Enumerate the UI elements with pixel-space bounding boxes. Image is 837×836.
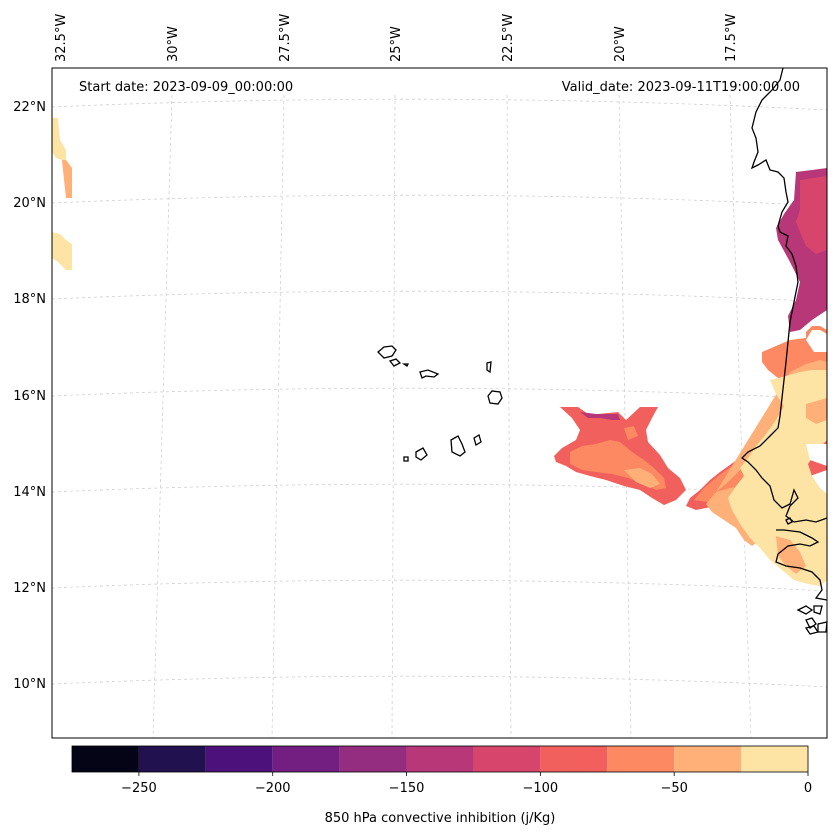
colorbar-swatch <box>272 746 340 772</box>
lat-label-18n: 18°N <box>13 292 46 307</box>
map-area <box>52 68 827 738</box>
island-sao-nicolau <box>419 369 440 379</box>
island-santo-antao <box>377 345 397 359</box>
colorbar-tick-label: 0 <box>804 781 812 796</box>
colorbar-swatch <box>138 746 206 772</box>
coastline-bissagos-2 <box>813 605 823 615</box>
lat-label-16n: 16°N <box>13 389 46 404</box>
coastline-gambia <box>775 529 828 601</box>
island-fogo <box>415 447 428 461</box>
colorbar-swatch <box>406 746 474 772</box>
island-santiago <box>450 435 466 457</box>
colorbar-tick-label: −150 <box>389 781 425 796</box>
cin-central-light <box>624 468 660 488</box>
meridian-30w <box>152 94 173 739</box>
lon-label-25w: 25°W <box>389 26 404 62</box>
gridlines <box>51 94 828 739</box>
longitude-labels: 32.5°W 30°W 27.5°W 25°W 22.5°W 20°W 17.5… <box>54 14 739 62</box>
cin-coastal-light-2 <box>806 398 827 424</box>
colorbar-swatch <box>540 746 608 772</box>
lon-label-30w: 30°W <box>166 26 181 62</box>
parallel-16n <box>51 387 828 400</box>
lat-label-10n: 10°N <box>13 677 46 692</box>
meridian-25w <box>391 94 396 739</box>
start-date-label: Start date: 2023-09-09_00:00:00 <box>79 80 293 95</box>
colorbar-tick-label: −250 <box>121 781 157 796</box>
colorbar-tick-label: −200 <box>255 781 291 796</box>
parallel-22n <box>51 98 828 111</box>
lat-label-20n: 20°N <box>13 196 46 211</box>
lat-label-22n: 22°N <box>13 100 46 115</box>
lat-label-14n: 14°N <box>13 485 46 500</box>
coastline-bissagos-3 <box>805 617 817 629</box>
colorbar-swatch <box>205 746 273 772</box>
lon-label-32-5w: 32.5°W <box>54 14 69 62</box>
parallel-12n <box>51 579 828 592</box>
cin-central-magenta <box>580 412 620 420</box>
coastline-bissagos-6 <box>785 517 793 525</box>
island-santa-luzia <box>401 363 410 367</box>
parallel-20n <box>51 194 828 207</box>
lon-label-22-5w: 22.5°W <box>501 14 516 62</box>
lon-label-20w: 20°W <box>613 26 628 62</box>
coastline-main <box>740 67 828 523</box>
latitude-labels: 22°N 20°N 18°N 16°N 14°N 12°N 10°N <box>13 100 46 692</box>
parallel-14n <box>51 483 828 496</box>
island-maio <box>473 434 482 446</box>
coastline <box>740 67 828 635</box>
colorbar-swatch <box>473 746 541 772</box>
island-brava <box>403 456 409 462</box>
cin-central-small <box>624 426 638 440</box>
cape-verde-islands <box>377 345 503 462</box>
lon-label-27-5w: 27.5°W <box>278 14 293 62</box>
colorbar-border <box>71 745 809 773</box>
cin-coastal-magenta <box>796 176 827 254</box>
cin-coastal-light-3 <box>776 536 806 574</box>
colorbar <box>72 746 808 772</box>
colorbar-swatch <box>674 746 742 772</box>
map-border <box>51 67 828 739</box>
cin-coastal-white-hole <box>806 330 827 352</box>
colorbar-swatch <box>607 746 675 772</box>
colorbar-label: 850 hPa convective inhibition (j/Kg) <box>325 811 556 826</box>
island-sao-vicente <box>388 358 402 367</box>
parallel-10n <box>51 675 828 688</box>
lon-label-17-5w: 17.5°W <box>724 14 739 62</box>
colorbar-tick-label: −100 <box>523 781 559 796</box>
cin-coastal-white-hole-2 <box>806 444 827 466</box>
colorbar-swatch <box>741 746 808 772</box>
meridian-27-5w <box>271 94 285 739</box>
valid-date-label: Valid_date: 2023-09-11T19:00:00.00 <box>562 80 800 95</box>
meridian-22-5w <box>506 94 512 739</box>
coastline-bissagos-1 <box>796 605 814 615</box>
colorbar-tick-label: −50 <box>660 781 687 796</box>
colorbar-ticks: −250 −200 −150 −100 −50 0 <box>121 772 812 796</box>
colorbar-swatch <box>339 746 407 772</box>
lat-label-12n: 12°N <box>13 581 46 596</box>
colorbar-swatch <box>72 746 139 772</box>
parallel-18n <box>51 290 828 303</box>
coastline-bissagos-5 <box>817 621 828 633</box>
cin-patch-nw-upper-edge <box>62 160 72 198</box>
cin-contours <box>52 118 827 586</box>
cin-coastal-cream-1 <box>728 370 827 586</box>
island-sal <box>486 361 492 374</box>
cin-patch-nw-lower <box>52 232 72 270</box>
island-boa-vista <box>487 390 503 405</box>
meridian-20w <box>618 94 632 739</box>
meridian-17-5w <box>729 94 752 739</box>
